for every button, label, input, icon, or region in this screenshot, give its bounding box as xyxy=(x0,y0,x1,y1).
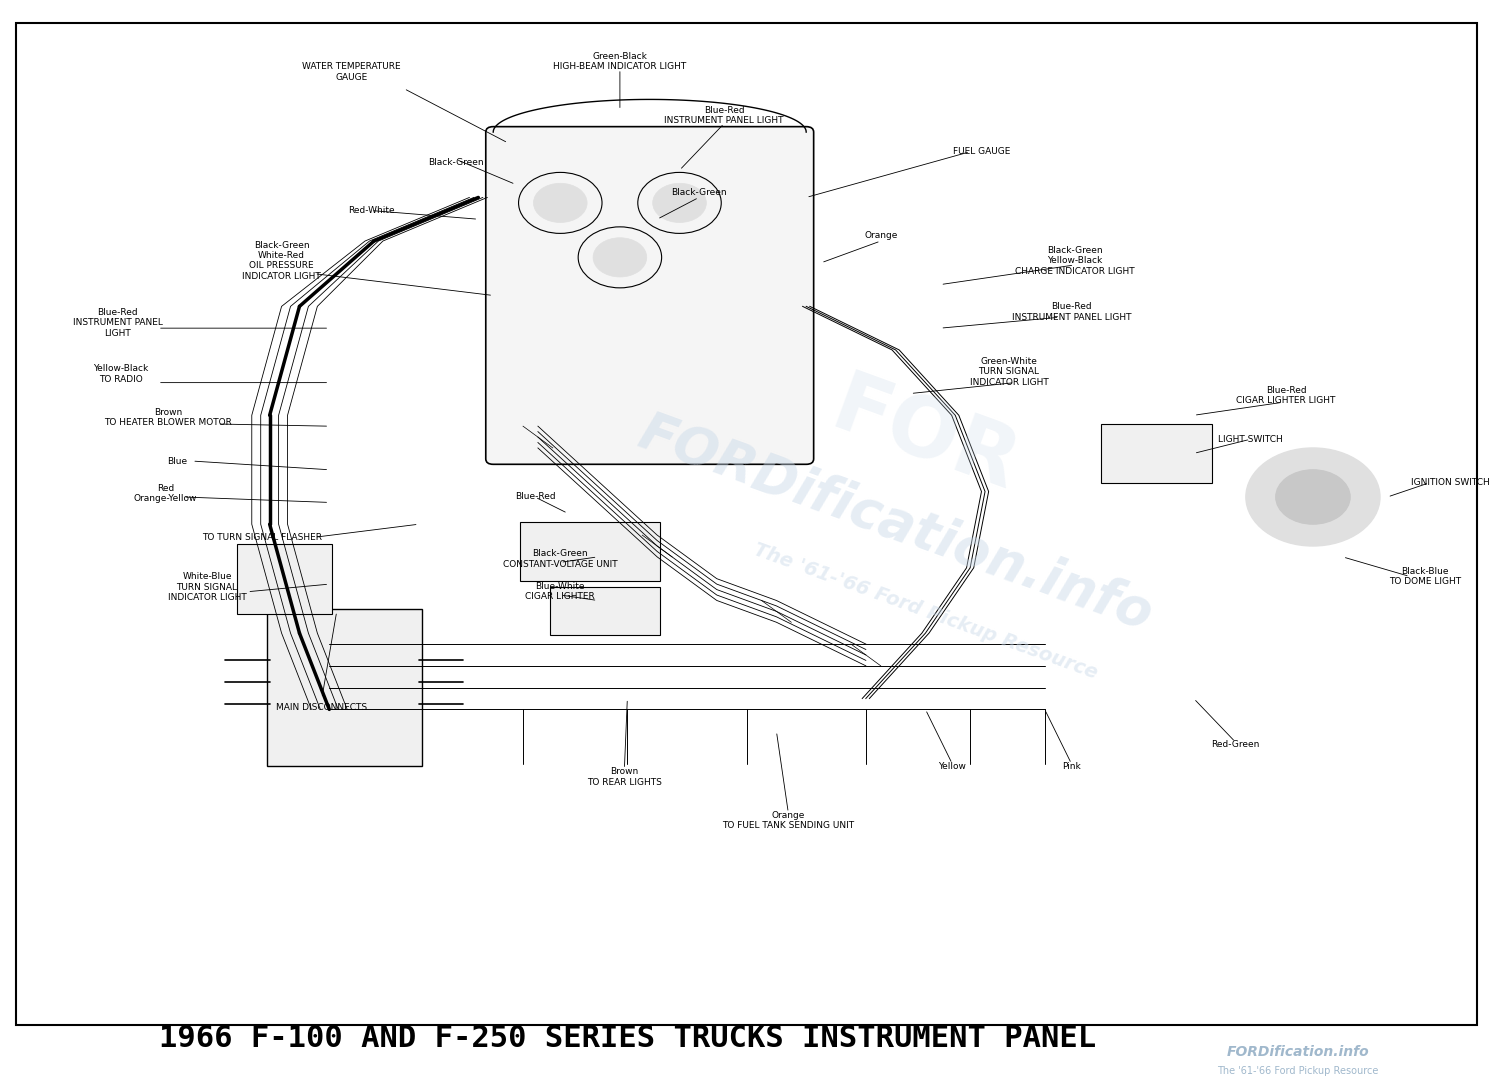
Circle shape xyxy=(592,238,646,277)
Text: Red-White: Red-White xyxy=(348,206,394,215)
Text: Orange: Orange xyxy=(864,232,897,240)
Text: Blue-White
CIGAR LIGHTER: Blue-White CIGAR LIGHTER xyxy=(525,582,596,602)
Text: Blue-Red
INSTRUMENT PANEL LIGHT: Blue-Red INSTRUMENT PANEL LIGHT xyxy=(664,106,784,126)
Text: Orange
TO FUEL TANK SENDING UNIT: Orange TO FUEL TANK SENDING UNIT xyxy=(723,810,855,830)
Text: Blue-Red
INSTRUMENT PANEL LIGHT: Blue-Red INSTRUMENT PANEL LIGHT xyxy=(1011,302,1131,321)
Text: Black-Green: Black-Green xyxy=(427,158,484,167)
Text: The '61-'66 Ford Pickup Resource: The '61-'66 Ford Pickup Resource xyxy=(1218,1066,1378,1076)
FancyBboxPatch shape xyxy=(486,127,813,464)
Text: IGNITION SWITCH: IGNITION SWITCH xyxy=(1410,478,1490,487)
Text: Brown
TO HEATER BLOWER MOTOR: Brown TO HEATER BLOWER MOTOR xyxy=(105,407,232,427)
Text: Yellow: Yellow xyxy=(939,761,966,771)
Text: TO TURN SIGNAL FLASHER: TO TURN SIGNAL FLASHER xyxy=(202,533,322,542)
Text: Blue-Red: Blue-Red xyxy=(514,492,555,501)
Text: White-Blue
TURN SIGNAL
INDICATOR LIGHT: White-Blue TURN SIGNAL INDICATOR LIGHT xyxy=(168,572,246,603)
Text: 1966 F-100 AND F-250 SERIES TRUCKS INSTRUMENT PANEL: 1966 F-100 AND F-250 SERIES TRUCKS INSTR… xyxy=(159,1024,1096,1053)
Text: Blue-Red
INSTRUMENT PANEL
LIGHT: Blue-Red INSTRUMENT PANEL LIGHT xyxy=(72,308,162,337)
Text: Pink: Pink xyxy=(1062,761,1082,771)
FancyBboxPatch shape xyxy=(520,522,660,581)
Text: MAIN DISCONNECTS: MAIN DISCONNECTS xyxy=(276,703,368,712)
FancyBboxPatch shape xyxy=(267,609,422,765)
Text: Yellow-Black
TO RADIO: Yellow-Black TO RADIO xyxy=(93,365,148,383)
Text: FUEL GAUGE: FUEL GAUGE xyxy=(954,147,1011,156)
Text: Black-Green
White-Red
OIL PRESSURE
INDICATOR LIGHT: Black-Green White-Red OIL PRESSURE INDIC… xyxy=(242,240,321,281)
Circle shape xyxy=(652,183,706,223)
FancyBboxPatch shape xyxy=(550,587,660,636)
FancyBboxPatch shape xyxy=(237,544,333,614)
Text: Blue-Red
CIGAR LIGHTER LIGHT: Blue-Red CIGAR LIGHTER LIGHT xyxy=(1236,385,1336,405)
Text: Red
Orange-Yellow: Red Orange-Yellow xyxy=(134,484,196,503)
Circle shape xyxy=(534,183,586,223)
Text: Brown
TO REAR LIGHTS: Brown TO REAR LIGHTS xyxy=(586,768,662,786)
Circle shape xyxy=(1246,448,1380,546)
FancyBboxPatch shape xyxy=(1101,424,1212,483)
Text: The '61-'66 Ford Pickup Resource: The '61-'66 Ford Pickup Resource xyxy=(752,541,1100,682)
Text: Red-Green: Red-Green xyxy=(1212,739,1260,749)
Text: Green-Black
HIGH-BEAM INDICATOR LIGHT: Green-Black HIGH-BEAM INDICATOR LIGHT xyxy=(554,51,687,71)
Text: Black-Green: Black-Green xyxy=(670,188,726,197)
Text: FOR: FOR xyxy=(822,366,1029,508)
Text: Black-Green
Yellow-Black
CHARGE INDICATOR LIGHT: Black-Green Yellow-Black CHARGE INDICATO… xyxy=(1014,246,1134,275)
Text: Blue: Blue xyxy=(166,456,188,465)
Text: Black-Blue
TO DOME LIGHT: Black-Blue TO DOME LIGHT xyxy=(1389,567,1461,586)
Circle shape xyxy=(1275,470,1350,524)
Text: FORDification.info: FORDification.info xyxy=(1227,1045,1370,1059)
Text: WATER TEMPERATURE
GAUGE: WATER TEMPERATURE GAUGE xyxy=(303,62,400,82)
Text: Black-Green
CONSTANT-VOLTAGE UNIT: Black-Green CONSTANT-VOLTAGE UNIT xyxy=(503,549,618,569)
Text: Green-White
TURN SIGNAL
INDICATOR LIGHT: Green-White TURN SIGNAL INDICATOR LIGHT xyxy=(969,357,1048,387)
Text: LIGHT SWITCH: LIGHT SWITCH xyxy=(1218,435,1282,443)
Text: FORDification.info: FORDification.info xyxy=(632,407,1160,642)
